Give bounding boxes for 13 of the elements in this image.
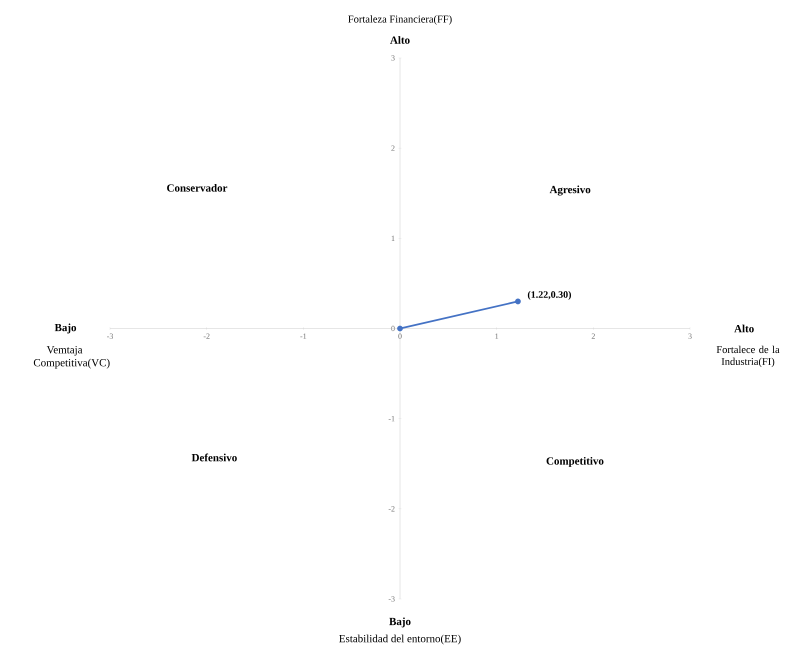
text: Bajo xyxy=(54,324,76,334)
x-axis-title: Fortalece de la Industria(FI) xyxy=(716,346,780,368)
text: Alto xyxy=(734,324,754,332)
annotation: Competitivo xyxy=(546,456,604,467)
y-axis-title: Fortaleza Financiera(FF) xyxy=(348,15,452,25)
text: Bajo xyxy=(389,617,411,628)
annotation: Conservador xyxy=(167,184,228,192)
text: Alto xyxy=(390,36,410,44)
annotation: Defensivo xyxy=(192,454,237,462)
text: Estabilidad del entorno(EE) xyxy=(339,634,461,645)
annotation: (1.22,0.30) xyxy=(528,290,571,300)
text: Vemtaja Competitiva(VC) xyxy=(34,346,110,369)
annotation: Agresivo xyxy=(550,186,590,196)
